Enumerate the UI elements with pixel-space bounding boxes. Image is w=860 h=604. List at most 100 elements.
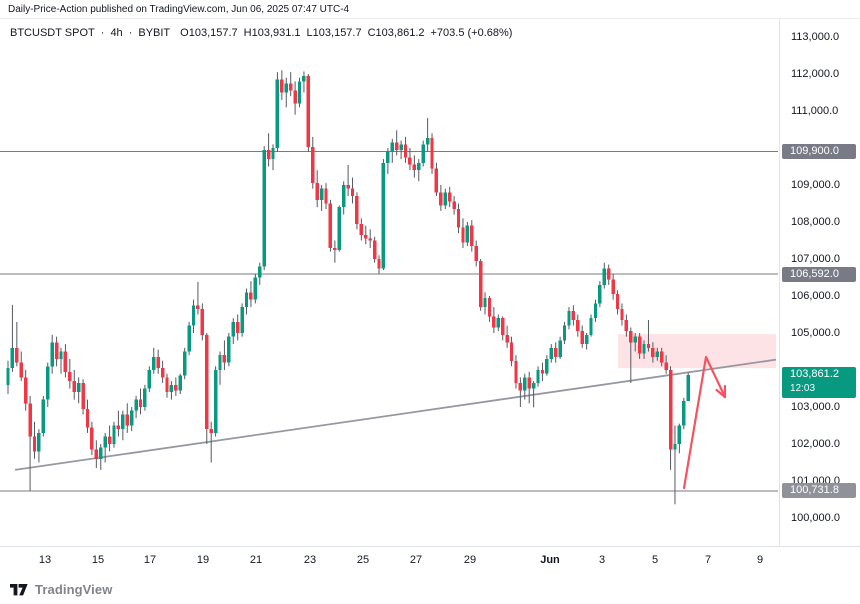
- candle-body: [421, 144, 425, 163]
- candle-body: [448, 192, 452, 202]
- candle-body: [213, 370, 218, 433]
- candle-body: [319, 188, 324, 200]
- candle-body: [386, 151, 390, 163]
- time-axis-label: 5: [651, 554, 659, 566]
- candle-body: [333, 247, 337, 250]
- candle-body: [143, 388, 147, 407]
- ohlc-low: L103,157.7: [306, 27, 362, 39]
- candle-body: [629, 331, 633, 343]
- candle-body: [205, 334, 209, 430]
- price-axis-label: 107,000.0: [791, 252, 840, 265]
- candle-body: [63, 351, 68, 372]
- candle-body: [178, 375, 182, 391]
- candle-body: [430, 138, 434, 169]
- candle-body: [359, 223, 364, 235]
- candle-body: [531, 382, 536, 389]
- candle-body: [611, 279, 615, 295]
- candle-body: [673, 444, 677, 450]
- candle-body: [191, 305, 196, 326]
- candle-body: [249, 292, 253, 300]
- time-axis-label: 13: [38, 554, 52, 566]
- candle-body: [443, 192, 447, 206]
- candle-body: [558, 340, 562, 358]
- candle-body: [54, 342, 59, 359]
- candle-body: [642, 344, 646, 354]
- candle-body: [403, 144, 408, 158]
- candle-body: [302, 75, 306, 82]
- time-axis-label: 25: [356, 554, 370, 566]
- candle-body: [280, 79, 284, 93]
- candle-body: [456, 209, 461, 228]
- candle-body: [536, 370, 540, 383]
- price-axis-label: 103,000.0: [791, 400, 840, 413]
- candle-body: [81, 382, 85, 409]
- symbol-name[interactable]: BTCUSDT SPOT: [10, 27, 95, 39]
- candle-body: [297, 81, 302, 104]
- legend-separator: ·: [100, 27, 105, 39]
- candle-body: [655, 351, 659, 358]
- price-axis-label: 112,000.0: [791, 67, 840, 80]
- candle-body: [121, 414, 125, 430]
- candle-body: [474, 246, 478, 261]
- candle-body: [266, 149, 271, 160]
- candle-body: [660, 351, 664, 363]
- candle-body: [602, 268, 606, 285]
- projection-arrow: [682, 355, 727, 490]
- candle-body: [253, 277, 258, 300]
- candle-body: [496, 318, 500, 328]
- candle-body: [412, 164, 417, 171]
- candle-body: [341, 185, 346, 208]
- candle-body: [664, 362, 668, 370]
- ohlc-high: H103,931.1: [243, 27, 301, 39]
- candle-body: [187, 325, 191, 352]
- candle-body: [470, 225, 474, 247]
- candle-body: [523, 377, 527, 391]
- candle-body: [46, 366, 50, 400]
- time-axis-label: 15: [91, 554, 105, 566]
- candle-body: [311, 146, 315, 184]
- interval-label: 4h: [110, 27, 123, 39]
- candle-body: [160, 368, 165, 378]
- time-axis-label: 23: [303, 554, 317, 566]
- exchange-label: BYBIT: [138, 27, 171, 39]
- candle-body: [399, 144, 403, 150]
- candle-body: [408, 157, 412, 165]
- price-axis-label: 109,000.0: [791, 178, 840, 191]
- tradingview-logo-link[interactable]: TradingView: [10, 582, 112, 597]
- time-axis-label: 21: [249, 554, 263, 566]
- ohlc-open: O103,157.7: [180, 27, 238, 39]
- candle-body: [152, 357, 156, 370]
- candle-body: [527, 377, 531, 389]
- candle-body: [686, 375, 690, 402]
- price-axis-label: 108,000.0: [791, 215, 840, 228]
- candle-body: [554, 347, 558, 358]
- candle-body: [346, 185, 350, 189]
- bar-countdown: 12:03: [790, 383, 816, 395]
- time-axis-label: 9: [756, 554, 764, 566]
- candle-body: [668, 370, 673, 450]
- candle-body: [284, 83, 288, 93]
- candle-body: [478, 260, 483, 308]
- candle-body: [328, 203, 333, 248]
- header-divider: [0, 18, 860, 19]
- candle-body: [116, 425, 121, 430]
- candle-body: [562, 325, 567, 341]
- candle-body: [103, 436, 107, 448]
- price-chart-pane[interactable]: [0, 0, 778, 546]
- candle-body: [315, 183, 319, 200]
- candle-body: [19, 362, 23, 378]
- candle-body: [505, 334, 509, 343]
- candle-body: [262, 149, 266, 267]
- candle-body: [509, 342, 514, 361]
- time-axis[interactable]: 13 15 17 19 21 23 25 27 29 Jun 3 5 7 9: [0, 546, 860, 577]
- candle-body: [434, 168, 439, 193]
- candle-body: [381, 162, 386, 269]
- time-axis-label: 3: [598, 554, 606, 566]
- candle-body: [501, 318, 505, 335]
- candle-body: [244, 292, 249, 308]
- candle-body: [41, 399, 46, 433]
- candle-body: [10, 347, 15, 369]
- candle-body: [288, 83, 293, 91]
- price-axis[interactable]: 113,000.0 112,000.0 111,000.0 109,000.0 108,…: [779, 19, 860, 546]
